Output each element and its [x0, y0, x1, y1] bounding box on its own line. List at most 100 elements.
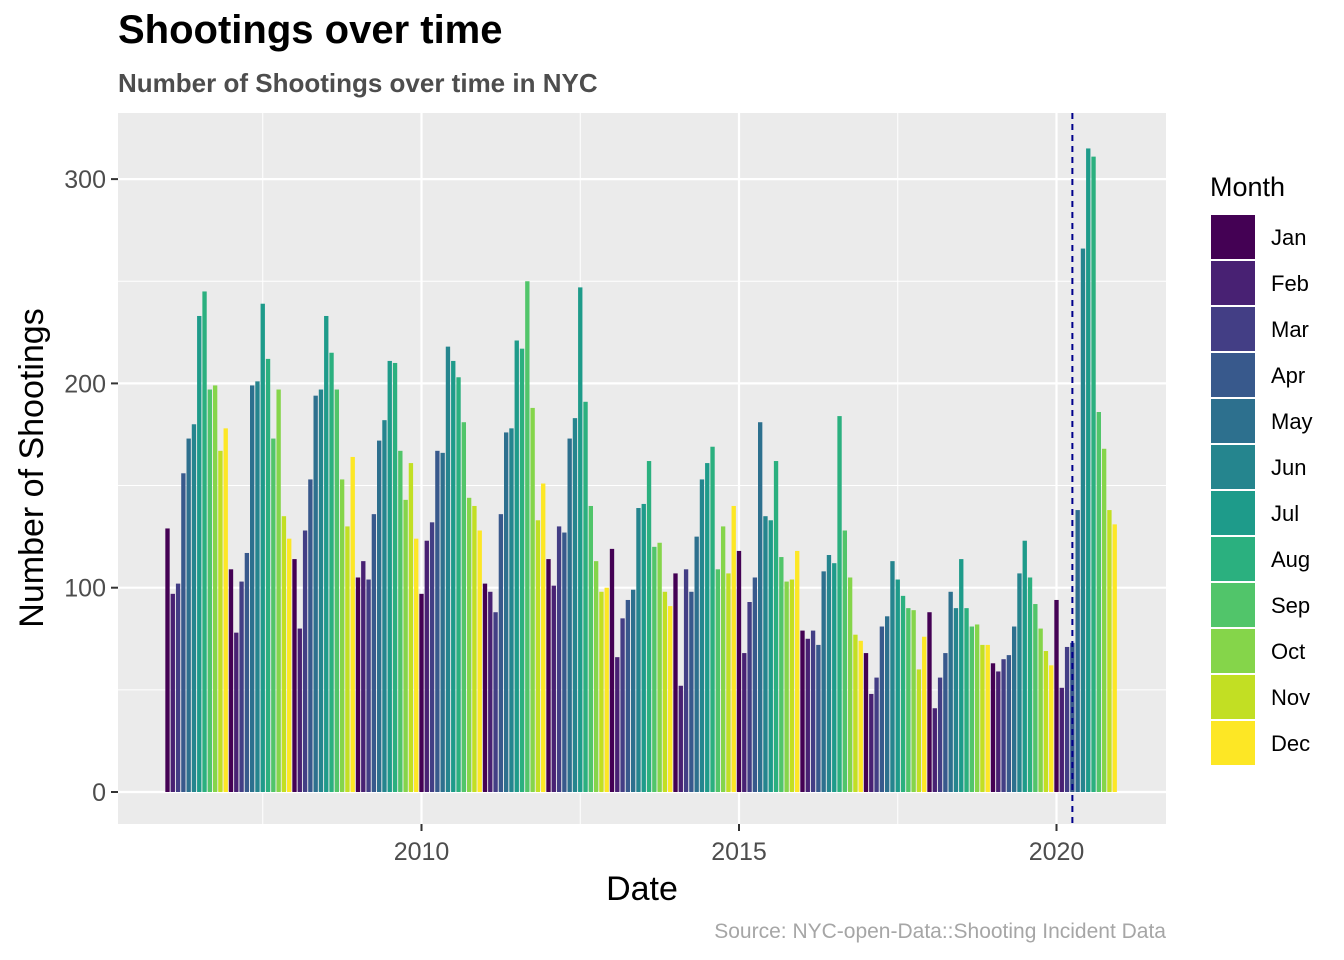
bar-2014-feb [678, 685, 683, 792]
bar-2020-jun [1080, 248, 1086, 792]
bar-2018-mar [937, 677, 943, 792]
bar-2014-mar [683, 569, 689, 792]
legend-item-jun: Jun [1211, 444, 1331, 490]
bar-2013-jul [641, 503, 646, 792]
bar-2010-feb [424, 540, 429, 792]
bar-2017-feb [869, 693, 874, 792]
bar-2013-apr [625, 599, 631, 792]
bar-2008-jun [318, 389, 324, 792]
legend-key-swatch [1211, 307, 1255, 351]
bar-2011-oct [530, 407, 535, 792]
bar-2009-jan [355, 577, 361, 792]
bar-2008-oct [339, 479, 345, 792]
legend-title: Month [1210, 172, 1286, 202]
legend-key-swatch [1211, 675, 1255, 719]
y-axis-title: Number of Shootings [13, 308, 51, 627]
bar-2006-jun [191, 424, 197, 792]
bar-2010-aug [456, 377, 461, 792]
bar-2013-jun [636, 508, 641, 792]
legend-label: Nov [1271, 685, 1311, 710]
y-tick-label: 300 [64, 166, 106, 194]
bar-2012-sep [588, 505, 593, 792]
bar-2008-dec [350, 456, 355, 792]
bar-2016-feb [805, 638, 810, 792]
bar-2010-sep [461, 422, 466, 792]
bar-2016-jun [826, 555, 832, 792]
bar-2011-nov [535, 520, 541, 792]
bar-2015-sep [779, 557, 784, 792]
bar-2016-may [821, 571, 826, 792]
bar-2020-apr [1070, 642, 1075, 792]
legend-key-swatch [1211, 583, 1255, 627]
x-tick-label: 2010 [394, 838, 450, 866]
bar-2008-may [313, 395, 318, 792]
bar-2017-jul [895, 579, 900, 792]
chart-subtitle: Number of Shootings over time in NYC [118, 68, 598, 98]
bar-2012-jun [572, 418, 578, 792]
bar-2016-sep [842, 530, 847, 792]
legend-key-swatch [1211, 491, 1255, 535]
legend-key-swatch [1211, 261, 1255, 305]
bar-2018-jul [959, 559, 964, 792]
bar-2006-oct [212, 385, 218, 792]
bar-2009-jun [382, 420, 387, 792]
bar-2020-mar [1064, 646, 1070, 792]
bar-2007-apr [244, 552, 250, 792]
bar-2011-apr [498, 514, 504, 792]
bar-2012-jan [546, 559, 551, 792]
bar-2012-dec [604, 587, 609, 792]
bar-2014-aug [710, 446, 715, 792]
bar-2015-nov [789, 579, 795, 792]
bar-2013-feb [615, 657, 620, 792]
bar-2006-may [186, 438, 191, 792]
bar-2013-nov [662, 591, 668, 792]
legend-item-jul: Jul [1211, 490, 1331, 536]
bar-2006-apr [181, 473, 186, 792]
bar-2009-nov [408, 463, 414, 792]
bar-2012-jul [578, 287, 583, 792]
bar-2013-oct [657, 542, 662, 792]
bar-2019-feb [996, 671, 1001, 792]
bar-2009-feb [361, 561, 366, 792]
bar-2014-jan [673, 573, 678, 792]
legend-key-swatch [1211, 445, 1255, 489]
bar-2010-jan [419, 593, 424, 792]
bar-2012-oct [593, 561, 599, 792]
bar-2017-mar [874, 677, 879, 792]
bar-2012-mar [556, 526, 562, 792]
bar-2006-jul [197, 315, 202, 792]
bar-2015-jul [768, 520, 773, 792]
bar-2006-nov [218, 450, 223, 792]
legend-item-aug: Aug [1211, 536, 1331, 582]
y-tick-label: 200 [64, 370, 106, 398]
bar-2008-mar [302, 530, 308, 792]
bar-2014-sep [715, 569, 720, 792]
legend-item-mar: Mar [1211, 306, 1331, 352]
bar-2010-oct [466, 497, 472, 792]
bar-2015-apr [752, 577, 758, 792]
bar-2011-jul [514, 340, 519, 792]
bar-2014-jul [705, 463, 710, 792]
axes: 0 100 200 300 2010 2015 2020 [64, 166, 1084, 866]
bar-2016-mar [810, 630, 816, 792]
bar-2010-jul [451, 360, 456, 792]
bar-2018-jan [927, 612, 932, 792]
bar-2009-sep [398, 450, 403, 792]
legend-key-swatch [1211, 353, 1255, 397]
bar-2015-aug [773, 461, 779, 792]
bar-2010-apr [435, 450, 440, 792]
bar-2009-apr [371, 514, 377, 792]
bar-2019-nov [1043, 651, 1049, 792]
legend-label: May [1271, 409, 1313, 434]
bar-2009-jul [387, 360, 392, 792]
bar-2014-dec [731, 505, 736, 792]
y-tick-label: 100 [64, 575, 106, 603]
bar-2018-oct [974, 624, 980, 792]
bar-2016-oct [847, 577, 853, 792]
bar-2008-jan [292, 559, 297, 792]
bar-2018-jun [953, 608, 959, 792]
bar-2016-jan [800, 630, 805, 792]
bar-2018-dec [985, 644, 990, 792]
bar-2008-aug [329, 352, 334, 792]
bar-2011-aug [519, 348, 525, 792]
